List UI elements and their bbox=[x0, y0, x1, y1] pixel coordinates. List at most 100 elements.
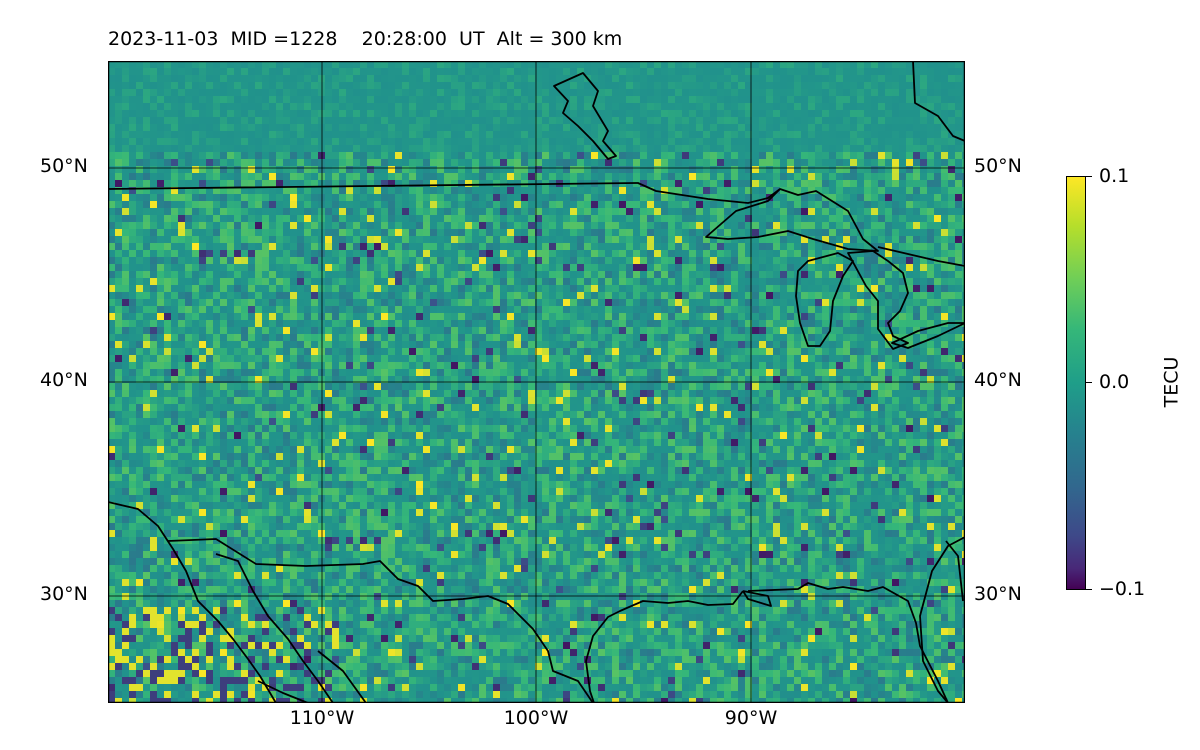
tec-cell bbox=[885, 180, 892, 187]
tec-cell bbox=[122, 124, 129, 131]
tec-cell bbox=[381, 243, 388, 250]
tec-cell bbox=[311, 68, 318, 75]
tec-cell bbox=[920, 110, 927, 117]
tec-cell bbox=[556, 215, 563, 222]
tec-cell bbox=[906, 68, 913, 75]
tec-cell bbox=[451, 173, 458, 180]
tec-cell bbox=[395, 173, 402, 180]
tec-cell bbox=[255, 334, 262, 341]
tec-cell bbox=[234, 271, 241, 278]
tec-cell bbox=[444, 138, 451, 145]
tec-cell bbox=[276, 152, 283, 159]
tec-cell bbox=[206, 250, 213, 257]
tec-cell bbox=[472, 257, 479, 264]
tec-cell bbox=[227, 166, 234, 173]
tec-cell bbox=[115, 180, 122, 187]
tec-cell bbox=[920, 187, 927, 194]
tec-cell bbox=[780, 208, 787, 215]
tec-cell bbox=[871, 159, 878, 166]
tec-cell bbox=[787, 61, 794, 68]
tec-cell bbox=[479, 61, 486, 68]
tec-cell bbox=[738, 271, 745, 278]
tec-cell bbox=[556, 271, 563, 278]
tec-cell bbox=[906, 187, 913, 194]
tec-cell bbox=[192, 82, 199, 89]
tec-cell bbox=[843, 117, 850, 124]
tec-cell bbox=[941, 243, 948, 250]
tec-cell bbox=[283, 124, 290, 131]
tec-cell bbox=[339, 131, 346, 138]
tec-cell bbox=[402, 208, 409, 215]
tec-cell bbox=[675, 124, 682, 131]
tec-cell bbox=[220, 194, 227, 201]
tec-cell bbox=[500, 89, 507, 96]
tec-cell bbox=[745, 166, 752, 173]
tec-cell bbox=[549, 68, 556, 75]
tec-cell bbox=[829, 75, 836, 82]
tec-cell bbox=[514, 285, 521, 292]
tec-cell bbox=[948, 271, 955, 278]
tec-cell bbox=[339, 124, 346, 131]
tec-cell bbox=[591, 166, 598, 173]
tec-cell bbox=[108, 152, 115, 159]
tec-cell bbox=[346, 215, 353, 222]
tec-cell bbox=[213, 292, 220, 299]
tec-cell bbox=[360, 75, 367, 82]
tec-cell bbox=[612, 278, 619, 285]
tec-cell bbox=[409, 292, 416, 299]
tec-cell bbox=[787, 159, 794, 166]
tec-cell bbox=[325, 194, 332, 201]
tec-cell bbox=[514, 313, 521, 320]
tec-cell bbox=[843, 194, 850, 201]
tec-cell bbox=[682, 131, 689, 138]
tec-cell bbox=[157, 145, 164, 152]
tec-cell bbox=[479, 145, 486, 152]
tec-cell bbox=[703, 327, 710, 334]
tec-cell bbox=[269, 292, 276, 299]
tec-cell bbox=[360, 208, 367, 215]
tec-cell bbox=[535, 208, 542, 215]
tec-cell bbox=[479, 117, 486, 124]
tec-cell bbox=[199, 145, 206, 152]
tec-cell bbox=[892, 82, 899, 89]
tec-cell bbox=[542, 292, 549, 299]
tec-cell bbox=[682, 138, 689, 145]
tec-cell bbox=[668, 236, 675, 243]
tec-cell bbox=[843, 166, 850, 173]
tec-cell bbox=[262, 131, 269, 138]
tec-cell bbox=[311, 299, 318, 306]
tec-cell bbox=[171, 82, 178, 89]
tec-cell bbox=[493, 222, 500, 229]
tec-cell bbox=[171, 320, 178, 327]
tec-cell bbox=[171, 299, 178, 306]
tec-cell bbox=[136, 166, 143, 173]
tec-cell bbox=[521, 124, 528, 131]
tec-cell bbox=[731, 250, 738, 257]
tec-cell bbox=[367, 159, 374, 166]
tec-cell bbox=[241, 187, 248, 194]
tec-cell bbox=[689, 229, 696, 236]
tec-cell bbox=[521, 201, 528, 208]
tec-cell bbox=[724, 166, 731, 173]
tec-cell bbox=[164, 201, 171, 208]
tec-cell bbox=[640, 187, 647, 194]
tec-cell bbox=[836, 187, 843, 194]
tec-cell bbox=[710, 68, 717, 75]
tec-cell bbox=[591, 271, 598, 278]
tec-cell bbox=[248, 257, 255, 264]
tec-cell bbox=[290, 222, 297, 229]
tec-cell bbox=[948, 285, 955, 292]
tec-cell bbox=[367, 145, 374, 152]
tec-cell bbox=[374, 257, 381, 264]
tec-cell bbox=[703, 320, 710, 327]
tec-cell bbox=[199, 320, 206, 327]
tec-cell bbox=[962, 103, 965, 110]
tec-cell bbox=[731, 187, 738, 194]
tec-cell bbox=[598, 320, 605, 327]
tec-cell bbox=[605, 334, 612, 341]
tec-cell bbox=[598, 299, 605, 306]
tec-cell bbox=[836, 145, 843, 152]
tec-cell bbox=[591, 222, 598, 229]
tec-cell bbox=[752, 110, 759, 117]
tec-cell bbox=[941, 117, 948, 124]
